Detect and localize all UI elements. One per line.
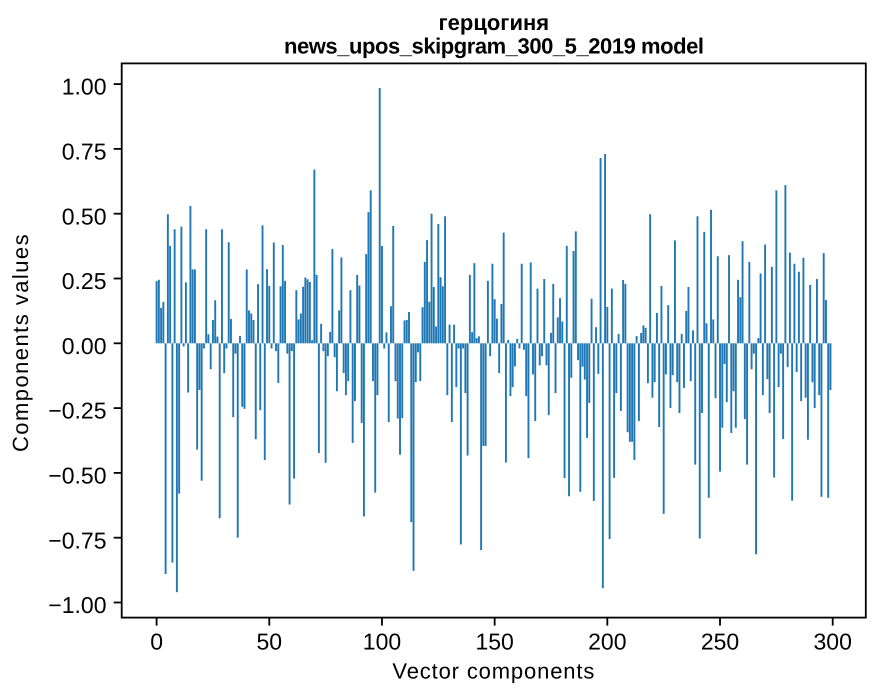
svg-text:−0.75: −0.75 [48,527,106,553]
svg-text:0.00: 0.00 [62,333,107,359]
svg-text:100: 100 [363,629,401,655]
svg-text:−1.00: −1.00 [48,592,106,618]
svg-text:Components values: Components values [8,233,33,452]
svg-text:news_upos_skipgram_300_5_2019: news_upos_skipgram_300_5_2019 model [284,34,704,59]
svg-text:−0.25: −0.25 [48,398,106,424]
svg-text:0: 0 [150,629,163,655]
svg-text:250: 250 [701,629,739,655]
svg-text:1.00: 1.00 [62,74,107,100]
svg-text:200: 200 [588,629,626,655]
svg-text:−0.50: −0.50 [48,463,106,489]
svg-text:0.75: 0.75 [62,139,107,165]
svg-text:50: 50 [256,629,282,655]
svg-text:0.50: 0.50 [62,203,107,229]
svg-text:0.25: 0.25 [62,268,107,294]
svg-text:150: 150 [475,629,513,655]
svg-text:300: 300 [814,629,852,655]
svg-text:герцогиня: герцогиня [438,10,549,35]
svg-text:Vector components: Vector components [392,659,595,684]
